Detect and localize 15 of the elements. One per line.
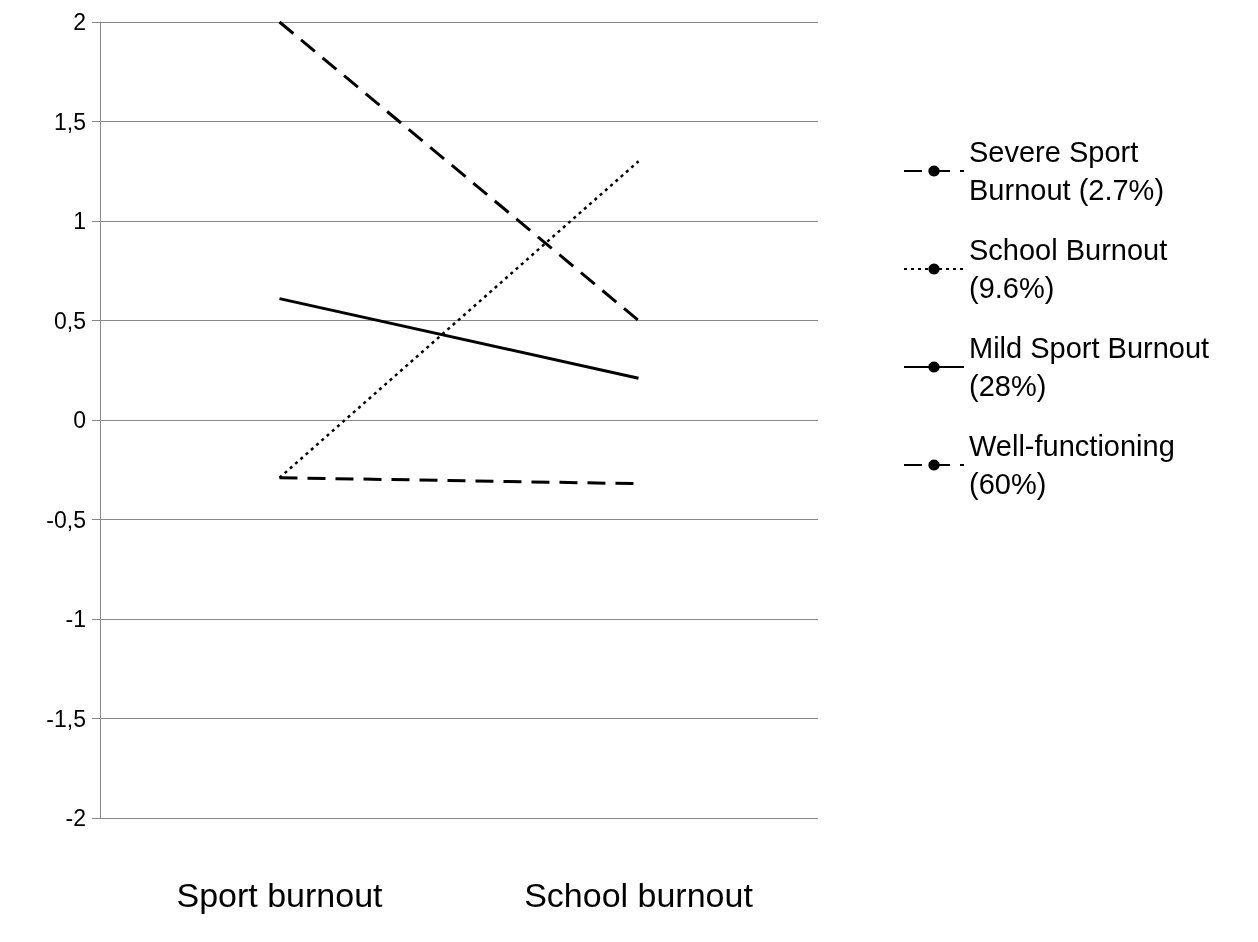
y-tick-label: -1 <box>65 606 86 632</box>
y-tick-label: 1,5 <box>54 108 86 135</box>
legend-label: Severe Sport Burnout (2.7%) <box>969 136 1165 206</box>
legend-label: Well-functioning (60%) <box>969 430 1183 500</box>
y-tick-label: -0,5 <box>46 506 86 533</box>
y-tick-label: 0 <box>73 407 86 433</box>
legend-label: School Burnout (9.6%) <box>969 234 1176 304</box>
y-tick-label: -2 <box>65 805 86 831</box>
x-tick-label: Sport burnout <box>176 876 384 914</box>
y-tick-label: -1,5 <box>46 705 86 732</box>
y-tick-label: 2 <box>73 9 86 35</box>
y-tick-label: 0,5 <box>54 307 86 334</box>
y-tick-label: 1 <box>73 208 86 234</box>
x-tick-label: School burnout <box>524 876 754 914</box>
legend-label: Mild Sport Burnout (28%) <box>969 332 1218 402</box>
